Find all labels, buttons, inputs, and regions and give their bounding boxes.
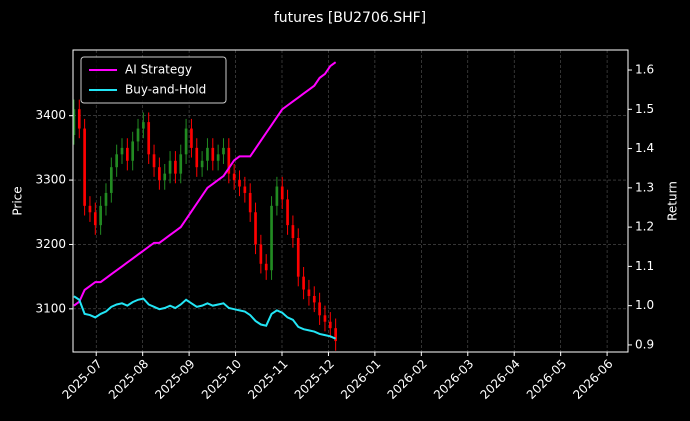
candle-body [270,205,273,271]
y2-tick-label: 1.1 [635,259,654,273]
candle-body [232,173,236,181]
y-axis-label: Price [11,186,25,215]
y2-tick-label: 1.2 [635,220,654,234]
candle-body [184,128,188,155]
legend-label: AI Strategy [125,63,192,77]
y2-tick-label: 1.0 [635,298,654,312]
candle-body [152,154,156,168]
candle-body [93,212,97,226]
candle-body [259,244,263,264]
candle-body [126,147,129,161]
candle-body [312,295,316,303]
candle-body [190,128,193,148]
candle-body [334,328,337,342]
candle-body [72,109,76,135]
candle-body [222,147,225,155]
candle-body [216,154,220,161]
candle-body [88,205,92,213]
y2-tick-label: 1.6 [635,63,654,77]
candle-body [318,302,321,316]
candle-body [131,141,135,161]
candle-body [286,199,289,226]
y-tick-label: 3400 [35,108,66,122]
candle-body [142,122,145,129]
candle-body [323,315,327,322]
candle-body [147,122,151,155]
chart-title: futures [BU2706.SHF] [274,10,426,26]
y-tick-label: 3100 [35,301,66,315]
candle-body [174,160,177,174]
candle-body [328,321,332,329]
candle-body [163,173,167,181]
candle-body [307,289,311,296]
candle-body [227,147,231,174]
candle-body [248,192,252,213]
candle-body [254,212,257,245]
y2-tick-label: 1.4 [635,141,654,155]
candle-body [200,160,204,168]
candle-body [238,180,241,187]
candle-body [264,263,268,271]
candle-body [99,205,102,226]
y2-tick-label: 1.5 [635,102,654,116]
candle-body [296,238,300,277]
candle-body [195,147,199,168]
candle-body [168,160,172,174]
candle-body [211,147,215,161]
y-tick-label: 3300 [35,173,66,187]
candle-body [115,154,118,168]
candle-body [179,154,183,174]
candle-body [83,128,86,206]
y2-tick-label: 1.3 [635,180,654,194]
series-line [73,61,337,307]
candle-body [206,147,209,161]
series-line [73,295,337,340]
plot-frame [72,49,629,353]
candle-body [302,276,305,290]
legend-box [80,56,227,104]
candle-body [275,186,279,206]
candle-body [77,109,81,129]
y2-axis-label: Return [666,181,680,221]
candle-body [291,225,295,239]
candle-body [136,128,140,142]
candle-body [280,186,284,200]
y-tick-label: 3200 [35,237,66,251]
candle-body [120,147,124,155]
legend-label: Buy-and-Hold [125,83,206,97]
candle-body [243,186,247,193]
candle-body [104,192,108,206]
candle-body [158,167,161,181]
y2-tick-label: 0.9 [635,337,654,351]
candle-body [109,167,113,193]
